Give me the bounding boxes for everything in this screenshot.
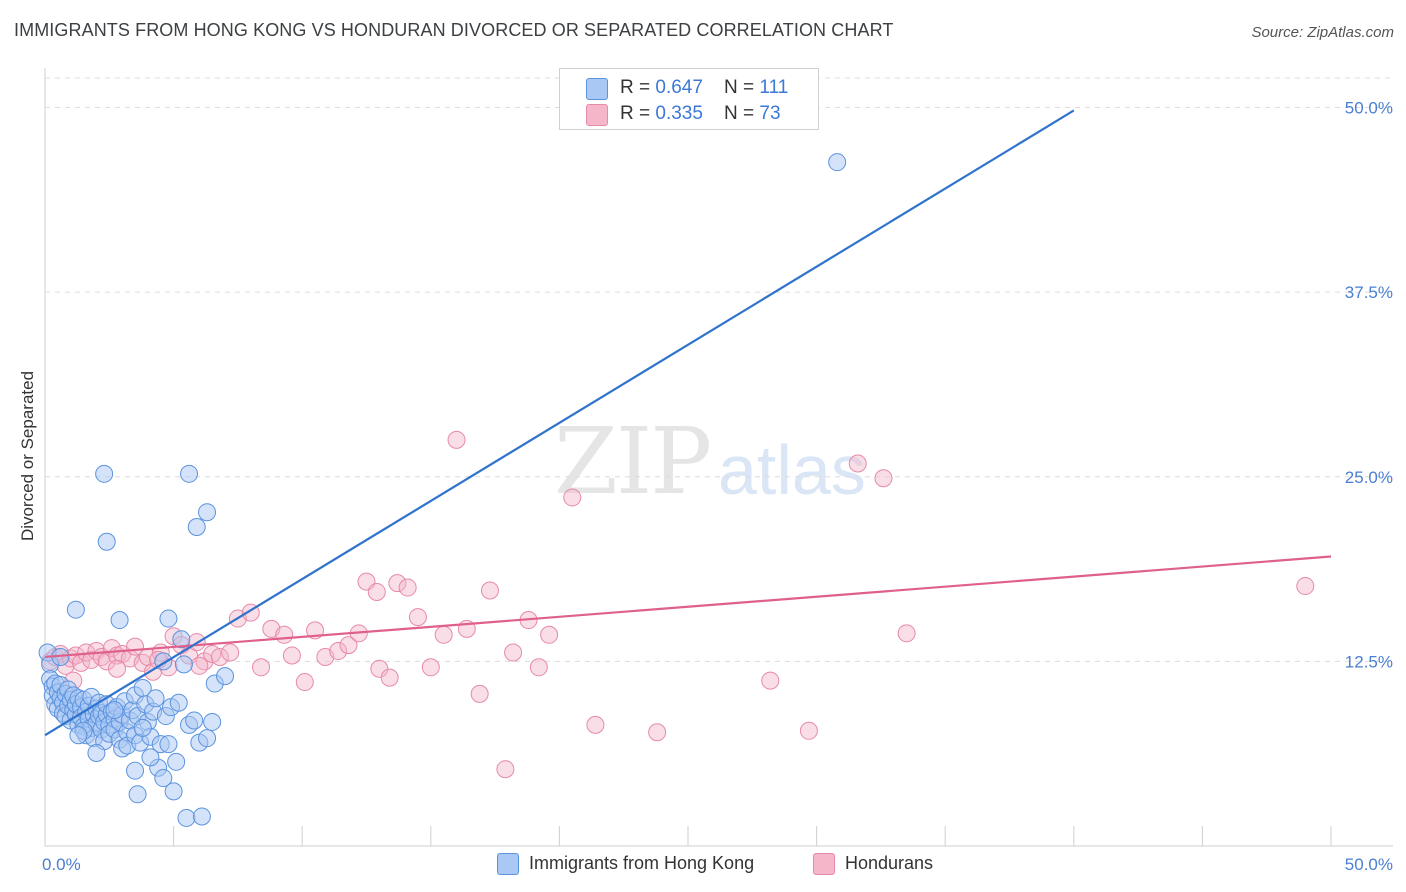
data-point-hondurans [295,673,314,692]
data-point-hong-kong [105,701,124,720]
data-point-hong-kong [87,743,106,762]
data-point-hong-kong [203,712,222,731]
data-point-hong-kong [69,726,88,745]
data-point-hondurans [221,643,240,662]
x-tick-label: 0.0% [42,855,81,874]
data-point-hong-kong [216,667,235,686]
data-point-hondurans [799,721,818,740]
legend-swatch-hong-kong [586,78,608,100]
data-point-hong-kong [192,807,211,826]
legend-swatch-hong-kong [497,853,519,875]
n-label: N = [724,77,760,98]
data-point-hondurans [470,684,489,703]
data-point-hondurans [367,582,386,601]
data-point-hondurans [447,430,466,449]
y-tick-label: 25.0% [1345,468,1393,487]
stats-legend: R = 0.647 N = 111 R = 0.335 N = 73 [559,68,819,130]
source-credit: Source: ZipAtlas.com [1251,24,1394,41]
data-point-hong-kong [133,718,152,737]
data-point-hong-kong [110,611,129,630]
data-point-hondurans [108,659,127,678]
data-point-hondurans [434,625,453,644]
data-point-hong-kong [185,711,204,730]
data-point-hondurans [761,671,780,690]
data-point-hong-kong [146,689,165,708]
data-point-hondurans [380,668,399,687]
data-point-hondurans [874,469,893,488]
legend-label-hong-kong: Immigrants from Hong Kong [529,853,755,873]
data-point-hondurans [586,715,605,734]
data-point-hondurans [1296,577,1315,596]
trend-lines [44,109,1332,737]
data-point-hong-kong [164,782,183,801]
data-point-hondurans [421,658,440,677]
data-point-hong-kong [159,609,178,628]
series-hondurans-points [41,430,1315,779]
data-point-hong-kong [174,655,193,674]
watermark-atlas: atlas [718,431,866,509]
data-point-hondurans [496,760,515,779]
r-value-hong-kong: 0.647 [655,77,703,98]
r-label: R = [620,77,656,98]
y-tick-label: 50.0% [1345,99,1393,118]
data-point-hong-kong [66,600,85,619]
data-point-hong-kong [154,769,173,788]
axes [44,68,1393,847]
n-value-hondurans: 73 [759,103,781,124]
data-point-hondurans [339,636,358,655]
y-tick-label: 12.5% [1345,652,1393,671]
trend-line-hondurans [44,555,1332,659]
data-point-hondurans [275,625,294,644]
data-point-hong-kong [97,532,116,551]
data-point-hondurans [848,454,867,473]
r-value-hondurans: 0.335 [655,103,703,124]
data-point-hondurans [408,608,427,627]
data-point-hong-kong [198,729,217,748]
data-point-hong-kong [828,153,847,172]
data-point-hong-kong [169,693,188,712]
data-point-hong-kong [172,630,191,649]
data-point-hondurans [190,656,209,675]
data-point-hong-kong [95,464,114,483]
data-point-hondurans [82,650,101,669]
data-point-hong-kong [126,761,145,780]
chart-title: IMMIGRANTS FROM HONG KONG VS HONDURAN DI… [14,20,894,40]
data-point-hondurans [210,647,229,666]
data-point-hong-kong [180,464,199,483]
data-point-hondurans [563,488,582,507]
trend-line-hong-kong [44,109,1075,737]
data-point-hong-kong [141,748,160,767]
legend-swatch-hondurans [586,104,608,126]
data-point-hondurans [529,658,548,677]
data-point-hondurans [897,624,916,643]
grid-lines [45,77,1393,662]
y-tick-label: 37.5% [1345,283,1393,302]
r-label: R = [620,103,656,124]
data-point-hong-kong [177,808,196,827]
legend-label-hondurans: Hondurans [845,853,934,873]
data-point-hong-kong [128,785,147,804]
data-point-hondurans [388,574,407,593]
legend-swatch-hondurans [813,853,835,875]
data-point-hondurans [282,646,301,665]
data-point-hondurans [480,581,499,600]
data-point-hondurans [252,658,271,677]
data-point-hondurans [370,659,389,678]
data-point-hong-kong [159,735,178,754]
data-point-hong-kong [198,503,217,522]
x-tick-label: 50.0% [1345,855,1393,874]
n-label: N = [724,103,760,124]
n-value-hong-kong: 111 [759,77,789,98]
data-point-hondurans [329,642,348,661]
data-point-hondurans [648,723,667,742]
data-point-hondurans [398,578,417,597]
data-point-hondurans [540,625,559,644]
data-point-hondurans [133,653,152,672]
series-hong-kong-points [38,153,847,827]
data-point-hondurans [504,643,523,662]
data-point-hong-kong [167,752,186,771]
data-point-hong-kong [187,517,206,536]
tick-labels: 12.5% 25.0% 37.5% 50.0% 0.0% 50.0% [42,99,1393,874]
